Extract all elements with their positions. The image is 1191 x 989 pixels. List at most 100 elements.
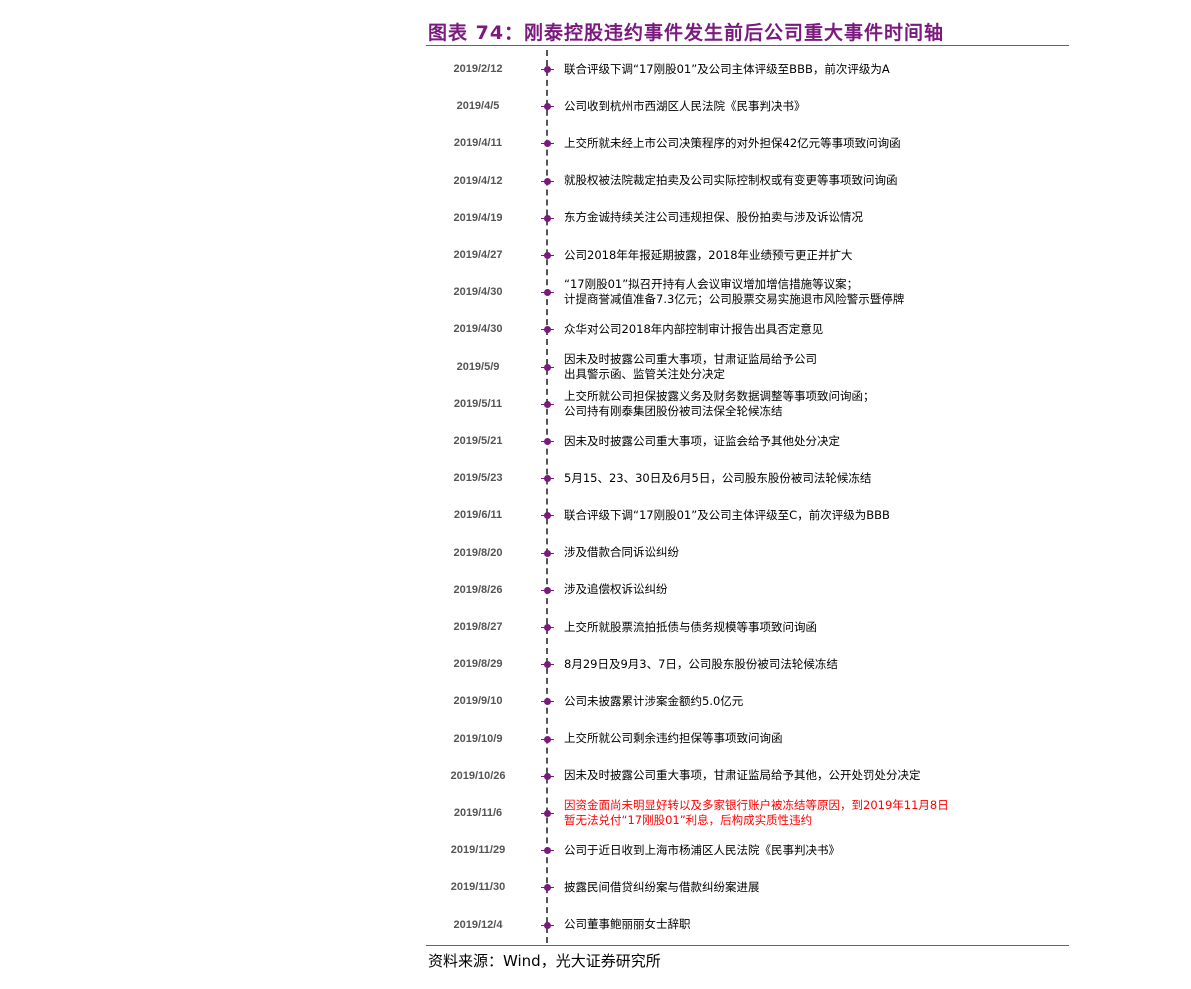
timeline-event: 2019/11/29 公司于近日收到上海市杨浦区人民法院《民事判决书》 [426, 832, 1046, 868]
event-date: 2019/5/11 [453, 397, 503, 410]
event-description: 公司2018年年报延期披露，2018年业绩预亏更正并扩大 [564, 237, 1084, 273]
timeline-dot-icon [544, 847, 551, 855]
event-line: 因资金面尚未明显好转以及多家银行账户被冻结等原因，到2019年11月8日 [564, 798, 949, 812]
event-date: 2019/10/26 [450, 769, 506, 782]
timeline-dot-icon [544, 772, 551, 780]
event-line: 因未及时披露公司重大事项，甘肃证监局给予其他，公开处罚处分决定 [564, 768, 921, 783]
event-description: 众华对公司2018年内部控制审计报告出具否定意见 [564, 311, 1084, 347]
event-date: 2019/6/11 [453, 509, 503, 522]
event-description: 上交所就公司剩余违约担保等事项致问询函 [564, 721, 1084, 757]
timeline-event: 2019/11/30 披露民间借贷纠纷案与借款纠纷案进展 [426, 869, 1046, 905]
timeline-dot-icon [544, 214, 551, 222]
event-date: 2019/9/10 [453, 695, 503, 708]
event-description: 披露民间借贷纠纷案与借款纠纷案进展 [564, 869, 1084, 905]
event-date: 2019/11/6 [453, 807, 503, 819]
timeline-event: 2019/10/26 因未及时披露公司重大事项，甘肃证监局给予其他，公开处罚处分决… [426, 758, 1046, 794]
event-date: 2019/4/12 [453, 174, 503, 187]
top-rule [426, 45, 1069, 46]
timeline-dot-icon [544, 586, 551, 594]
event-line: 因未及时披露公司重大事项，甘肃证监局给予公司 [564, 351, 817, 366]
event-date: 2019/8/20 [453, 546, 503, 559]
timeline-dot-icon [544, 512, 551, 520]
timeline-dot-icon [544, 475, 551, 483]
event-date: 2019/12/4 [453, 918, 503, 931]
timeline-dot-icon [544, 884, 551, 892]
timeline-event: 2019/4/30 众华对公司2018年内部控制审计报告出具否定意见 [426, 311, 1046, 347]
event-line: 上交所就未经上市公司决策程序的对外担保42亿元等事项致问询函 [564, 135, 901, 150]
timeline-event: 2019/8/27 上交所就股票流拍抵债与债务规模等事项致问询函 [426, 609, 1046, 645]
event-date: 2019/4/30 [453, 286, 503, 299]
timeline-dot-icon [544, 177, 551, 185]
event-date: 2019/4/5 [456, 100, 500, 113]
event-line: 公司持有刚泰集团股份被司法保全轮候冻结 [564, 403, 783, 418]
event-line: 公司2018年年报延期披露，2018年业绩预亏更正并扩大 [564, 247, 853, 262]
event-line: 披露民间借贷纠纷案与借款纠纷案进展 [564, 879, 760, 894]
timeline-event: 2019/4/12 就股权被法院裁定拍卖及公司实际控制权或有变更等事项致问询函 [426, 163, 1046, 199]
event-date: 2019/5/21 [453, 435, 503, 447]
timeline-event: 2019/12/4 公司董事鲍丽丽女士辞职 [426, 907, 1046, 943]
timeline-dot-icon [544, 400, 551, 408]
event-date: 2019/8/29 [453, 658, 503, 671]
event-date: 2019/4/19 [453, 211, 503, 224]
timeline-dot-icon [544, 810, 551, 817]
timeline-dot-icon [544, 66, 551, 73]
event-line: 联合评级下调“17刚股01”及公司主体评级至BBB，前次评级为A [564, 61, 890, 76]
timeline-dot-icon [544, 140, 551, 148]
timeline-event: 2019/8/29 8月29日及9月3、7日，公司股东股份被司法轮候冻结 [426, 646, 1046, 682]
timeline-event: 2019/5/9 因未及时披露公司重大事项，甘肃证监局给予公司 出具警示函、监管关注… [426, 349, 1046, 385]
event-description: 上交所就股票流拍抵债与债务规模等事项致问询函 [564, 609, 1084, 645]
timeline-event: 2019/6/11 联合评级下调“17刚股01”及公司主体评级至C，前次评级为BB… [426, 497, 1046, 533]
event-description: 公司收到杭州市西湖区人民法院《民事判决书》 [564, 88, 1084, 124]
event-description: 公司于近日收到上海市杨浦区人民法院《民事判决书》 [564, 832, 1084, 868]
event-line: 众华对公司2018年内部控制审计报告出具否定意见 [564, 321, 824, 336]
event-description: 涉及追偿权诉讼纠纷 [564, 572, 1084, 608]
event-description: 5月15、23、30日及6月5日，公司股东股份被司法轮候冻结 [564, 460, 1084, 496]
event-description: 联合评级下调“17刚股01”及公司主体评级至BBB，前次评级为A [564, 51, 1084, 87]
event-line: 上交所就公司担保披露义务及财务数据调整等事项致问询函； [564, 388, 875, 403]
timeline-event: 2019/8/26 涉及追偿权诉讼纠纷 [426, 572, 1046, 608]
timeline-event: 2019/4/19 东方金诚持续关注公司违规担保、股份拍卖与涉及诉讼情况 [426, 200, 1046, 236]
timeline-event: 2019/4/27 公司2018年年报延期披露，2018年业绩预亏更正并扩大 [426, 237, 1046, 273]
event-date: 2019/11/30 [450, 881, 506, 894]
event-description: 就股权被法院裁定拍卖及公司实际控制权或有变更等事项致问询函 [564, 163, 1084, 199]
timeline-dot-icon [544, 103, 551, 111]
event-line: 8月29日及9月3、7日，公司股东股份被司法轮候冻结 [564, 656, 838, 671]
event-description: 因未及时披露公司重大事项，甘肃证监局给予其他，公开处罚处分决定 [564, 758, 1084, 794]
event-line: 5月15、23、30日及6月5日，公司股东股份被司法轮候冻结 [564, 470, 872, 485]
event-line: 涉及借款合同诉讼纠纷 [564, 545, 679, 560]
event-line: 公司未披露累计涉案金额约5.0亿元 [564, 693, 744, 708]
event-line: 暂无法兑付“17刚股01”利息，后构成实质性违约 [564, 813, 813, 827]
event-description-default: 因资金面尚未明显好转以及多家银行账户被冻结等原因，到2019年11月8日 暂无法兑… [564, 795, 1084, 831]
event-line: 涉及追偿权诉讼纠纷 [564, 582, 668, 597]
event-date: 2019/5/23 [453, 472, 503, 485]
timeline-event: 2019/10/9 上交所就公司剩余违约担保等事项致问询函 [426, 721, 1046, 757]
event-line: 东方金诚持续关注公司违规担保、股份拍卖与涉及诉讼情况 [564, 210, 863, 225]
event-description: 因未及时披露公司重大事项，证监会给予其他处分决定 [564, 423, 1084, 459]
timeline-event: 2019/2/12 联合评级下调“17刚股01”及公司主体评级至BBB，前次评级为… [426, 51, 1046, 87]
timeline-event: 2019/4/5 公司收到杭州市西湖区人民法院《民事判决书》 [426, 88, 1046, 124]
event-description: 8月29日及9月3、7日，公司股东股份被司法轮候冻结 [564, 646, 1084, 682]
figure-title: 图表 74：刚泰控股违约事件发生前后公司重大事件时间轴 [428, 22, 945, 44]
event-line: 公司于近日收到上海市杨浦区人民法院《民事判决书》 [564, 842, 840, 857]
timeline-event: 2019/9/10 公司未披露累计涉案金额约5.0亿元 [426, 683, 1046, 719]
event-date: 2019/4/27 [453, 249, 503, 261]
timeline-dot-icon [544, 289, 551, 297]
timeline-event: 2019/4/11 上交所就未经上市公司决策程序的对外担保42亿元等事项致问询函 [426, 125, 1046, 161]
event-description: 公司董事鲍丽丽女士辞职 [564, 907, 1084, 943]
event-description: 上交所就公司担保披露义务及财务数据调整等事项致问询函； 公司持有刚泰集团股份被司法… [564, 386, 1084, 422]
event-date: 2019/5/9 [456, 360, 500, 373]
event-line: 联合评级下调“17刚股01”及公司主体评级至C，前次评级为BBB [564, 507, 890, 522]
timeline-event: 2019/8/20 涉及借款合同诉讼纠纷 [426, 535, 1046, 571]
event-date: 2019/4/11 [453, 137, 503, 150]
timeline-dot-icon [544, 661, 551, 669]
timeline-dot-icon [544, 549, 551, 557]
timeline-axis [546, 50, 548, 943]
event-line: 上交所就公司剩余违约担保等事项致问询函 [564, 731, 783, 746]
timeline-dot-icon [544, 624, 551, 631]
event-date: 2019/11/29 [450, 844, 506, 857]
event-line: 计提商誉减值准备7.3亿元；公司股票交易实施退市风险警示暨停牌 [564, 292, 905, 307]
event-description: 涉及借款合同诉讼纠纷 [564, 535, 1084, 571]
event-date: 2019/8/26 [453, 583, 503, 596]
event-line: 就股权被法院裁定拍卖及公司实际控制权或有变更等事项致问询函 [564, 173, 898, 188]
event-line: “17刚股01”拟召开持有人会议审议增加增信措施等议案； [564, 277, 859, 292]
